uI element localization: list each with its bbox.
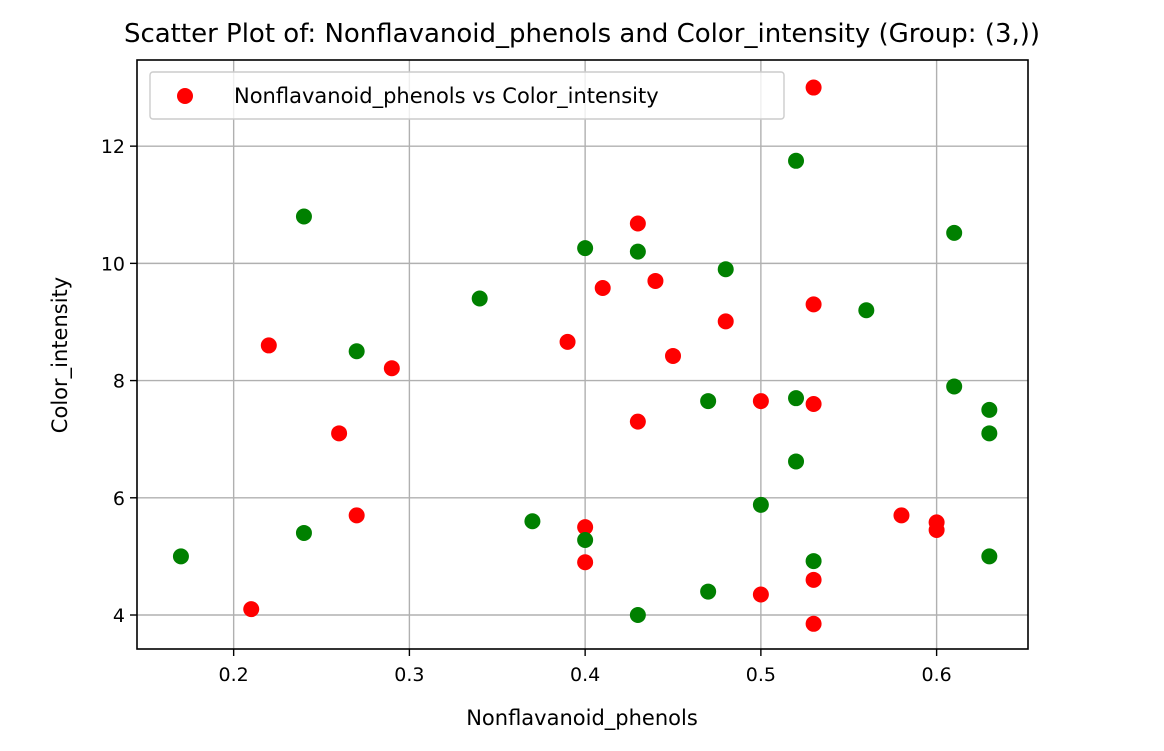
green-data-point — [629, 607, 646, 624]
red-data-point — [665, 347, 682, 364]
green-data-point — [700, 393, 717, 410]
y-tick-label: 10 — [101, 253, 125, 275]
x-tick-label: 0.6 — [922, 664, 952, 686]
green-data-point — [629, 243, 646, 260]
red-data-point — [647, 272, 664, 289]
legend-marker — [177, 88, 193, 104]
x-tick-label: 0.2 — [219, 664, 249, 686]
red-data-point — [805, 396, 822, 413]
legend: Nonflavanoid_phenols vs Color_intensity — [149, 71, 785, 120]
red-data-point — [577, 554, 594, 571]
green-data-point — [295, 208, 312, 225]
red-data-point — [559, 333, 576, 350]
plot-frame — [136, 59, 1029, 650]
green-data-point — [717, 261, 734, 278]
green-data-point — [577, 531, 594, 548]
red-data-point — [717, 313, 734, 330]
green-data-point — [946, 378, 963, 395]
green-data-point — [700, 583, 717, 600]
red-data-point — [577, 519, 594, 536]
red-data-point — [805, 79, 822, 96]
green-data-point — [348, 343, 365, 360]
red-data-point — [805, 615, 822, 632]
red-data-point — [805, 296, 822, 313]
x-axis-label: Nonflavanoid_phenols — [466, 706, 698, 731]
red-data-point — [629, 413, 646, 430]
green-data-point — [788, 152, 805, 169]
red-data-point — [331, 425, 348, 442]
green-data-point — [752, 496, 769, 513]
red-data-point — [805, 571, 822, 588]
data-points — [172, 79, 998, 632]
green-data-point — [981, 548, 998, 565]
chart-title: Scatter Plot of: Nonflavanoid_phenols an… — [124, 19, 1040, 49]
green-data-point — [946, 224, 963, 241]
x-tick-label: 0.4 — [570, 664, 600, 686]
y-tick-label: 6 — [113, 488, 125, 510]
red-data-point — [348, 507, 365, 524]
red-data-point — [260, 337, 277, 354]
green-data-point — [577, 240, 594, 257]
green-data-point — [471, 290, 488, 307]
x-tick-label: 0.5 — [746, 664, 776, 686]
red-data-point — [893, 507, 910, 524]
y-axis-label: Color_intensity — [48, 277, 73, 433]
red-data-point — [629, 215, 646, 232]
green-data-point — [788, 390, 805, 407]
green-data-point — [981, 425, 998, 442]
grid-lines — [137, 60, 1028, 649]
green-data-point — [858, 302, 875, 319]
green-data-point — [788, 453, 805, 470]
green-data-point — [981, 401, 998, 418]
green-data-point — [295, 524, 312, 541]
y-axis-ticks: 4 6 8 10 12 — [101, 136, 137, 627]
green-data-point — [172, 548, 189, 565]
red-data-point — [594, 279, 611, 296]
x-axis-ticks: 0.2 0.3 0.4 0.5 0.6 — [219, 649, 952, 686]
x-tick-label: 0.3 — [394, 664, 424, 686]
red-data-point — [752, 393, 769, 410]
legend-label: Nonflavanoid_phenols vs Color_intensity — [234, 84, 659, 109]
red-data-point — [383, 360, 400, 377]
red-data-point — [752, 586, 769, 603]
legend-box — [149, 71, 785, 120]
green-data-point — [524, 513, 541, 530]
y-tick-label: 12 — [101, 136, 125, 158]
red-data-point — [243, 601, 260, 618]
y-tick-label: 8 — [113, 371, 125, 393]
green-data-point — [805, 553, 822, 570]
y-tick-label: 4 — [113, 605, 125, 627]
red-data-point — [928, 522, 945, 539]
